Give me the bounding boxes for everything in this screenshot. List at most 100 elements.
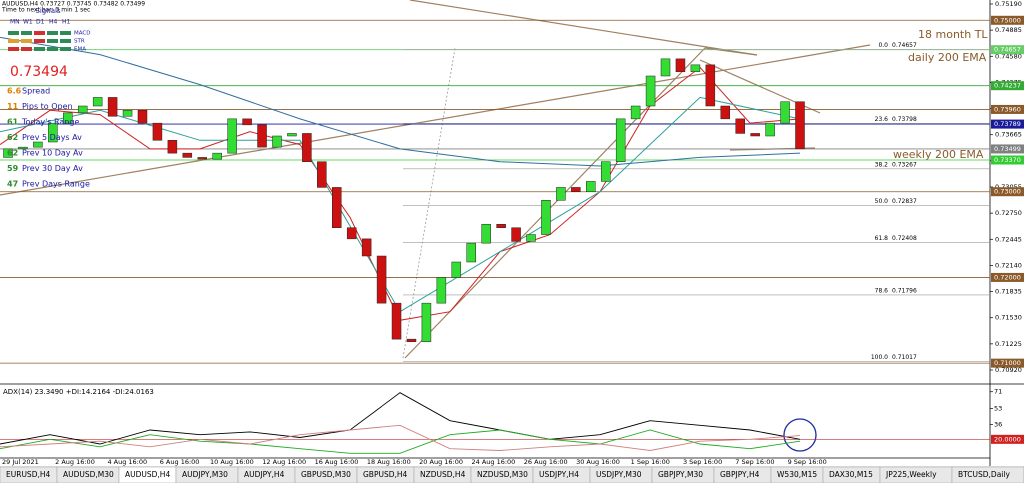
adx-line (0, 392, 801, 445)
tab[interactable] (951, 466, 1024, 483)
x-tick-label: 6 Aug 16:00 (160, 458, 200, 466)
level-tag (991, 358, 1024, 368)
level-tag (991, 187, 1024, 197)
candle (137, 110, 148, 124)
level-label: 0.72000 (994, 273, 1021, 281)
tab-label[interactable]: AUDUSD,M30 (63, 470, 114, 479)
level-tag (991, 104, 1024, 114)
stat-value: 62 (7, 149, 18, 158)
level-label: 0.73789 (994, 120, 1021, 128)
candle (421, 302, 432, 342)
candle (48, 122, 58, 143)
tab-label[interactable]: AUDUSD,H4 (125, 470, 170, 479)
candle (107, 97, 118, 117)
candle (257, 124, 267, 148)
signal-cell (34, 47, 45, 51)
level-label: 0.74237 (994, 82, 1021, 90)
candle (780, 101, 790, 124)
level-tag (991, 272, 1024, 282)
tab-label[interactable]: AUDJPY,H4 (244, 470, 285, 479)
stat-label: Prev 10 Day Av (22, 149, 83, 158)
candle (675, 58, 686, 72)
stat-label: Prev Days Range (22, 180, 90, 189)
x-tick-label: 2 Aug 16:00 (55, 458, 95, 466)
adx-line (0, 429, 801, 454)
fib-level: 78.6 (875, 287, 889, 294)
candle (541, 200, 551, 235)
tab-label[interactable]: W530,M15 (777, 470, 817, 479)
tab-label[interactable]: DAX30,M15 (829, 470, 873, 479)
x-tick-label: 18 Aug 16:00 (367, 458, 411, 466)
signal-cell (21, 31, 32, 35)
candle (406, 338, 417, 342)
level-label: 0.71000 (994, 359, 1021, 367)
x-tick-label: 30 Aug 16:00 (576, 458, 620, 466)
level-label: 0.75000 (994, 16, 1021, 24)
tab-label[interactable]: USDJPY,H4 (539, 470, 579, 479)
level-label: 0.73370 (994, 156, 1021, 164)
x-tick-label: 16 Aug 16:00 (315, 458, 359, 466)
candle (182, 152, 193, 158)
x-tick-label: 29 Jul 2021 (2, 458, 39, 466)
candle (77, 105, 88, 114)
stat-label: Prev 30 Day Av (22, 164, 83, 173)
candle (660, 58, 671, 77)
y-tick-label: 0.70920 (995, 366, 1022, 374)
candle (556, 187, 566, 201)
stat-label: Today's Range (21, 118, 79, 127)
stat-value: 11 (7, 102, 19, 111)
tab-label[interactable]: JP225,Weekly (885, 470, 937, 479)
signal-cell (47, 31, 58, 35)
fib-level: 38.2 (875, 161, 889, 168)
tab-label[interactable]: GBPUSD,H4 (363, 470, 408, 479)
tab-label[interactable]: EURUSD,H4 (6, 470, 50, 479)
signal-cell (60, 31, 71, 35)
tab-label[interactable]: GBPJPY,H4 (720, 470, 760, 479)
tab-label[interactable]: USDJPY,M30 (596, 470, 642, 479)
fib-anchor (402, 47, 456, 359)
candle (212, 152, 222, 160)
stat-value: 47 (7, 180, 18, 189)
candle (33, 141, 43, 148)
x-tick-label: 20 Aug 16:00 (419, 458, 463, 466)
signals-title: Signals (35, 7, 61, 15)
candle (18, 146, 28, 150)
stat-label: Pips to Open (22, 102, 73, 111)
timeframe: H4 (49, 19, 58, 26)
level-tag (991, 15, 1024, 25)
level-tag (991, 45, 1024, 55)
tab-label[interactable]: AUDJPY,M30 (182, 470, 228, 479)
trend-line (409, 0, 758, 56)
fib-level: 23.6 (875, 116, 889, 123)
candle (332, 187, 342, 228)
candle (287, 133, 297, 137)
y-tick-label: 0.73055 (995, 183, 1022, 191)
x-tick-label: 12 Aug 16:00 (262, 458, 306, 466)
tab-label[interactable]: BTCUSD,Daily (958, 470, 1010, 479)
symbol-line: AUDUSD,H4 0.73727 0.73745 0.73482 0.7349… (2, 1, 145, 8)
candle (272, 135, 282, 148)
signal-cell (8, 31, 19, 35)
x-tick-label: 7 Sep 16:00 (735, 458, 774, 466)
candle (586, 181, 596, 192)
fib-level: 61.8 (875, 235, 889, 242)
tab-label[interactable]: NZDUSD,M30 (477, 470, 528, 479)
candle (735, 118, 745, 134)
signal-cell (21, 39, 32, 43)
y-tick-label: 0.71835 (995, 288, 1022, 296)
candle (436, 277, 447, 304)
tab-label[interactable]: GBPJPY,M30 (658, 470, 703, 479)
candle (481, 224, 491, 244)
tab-label[interactable]: NZDUSD,H4 (420, 470, 466, 479)
candle (750, 133, 760, 137)
annotation: weekly 200 EMA (893, 148, 984, 161)
tab-label[interactable]: GBPUSD,M30 (301, 470, 351, 479)
fib-price: 0.73798 (892, 116, 917, 123)
y-tick-label: 0.72750 (995, 209, 1022, 217)
signal-cell (8, 39, 19, 43)
stat-value: 61 (7, 118, 19, 127)
stat-value: 59 (7, 164, 19, 173)
adx-tick-label: 53 (994, 405, 1002, 413)
adx-level-tag (991, 434, 1024, 444)
